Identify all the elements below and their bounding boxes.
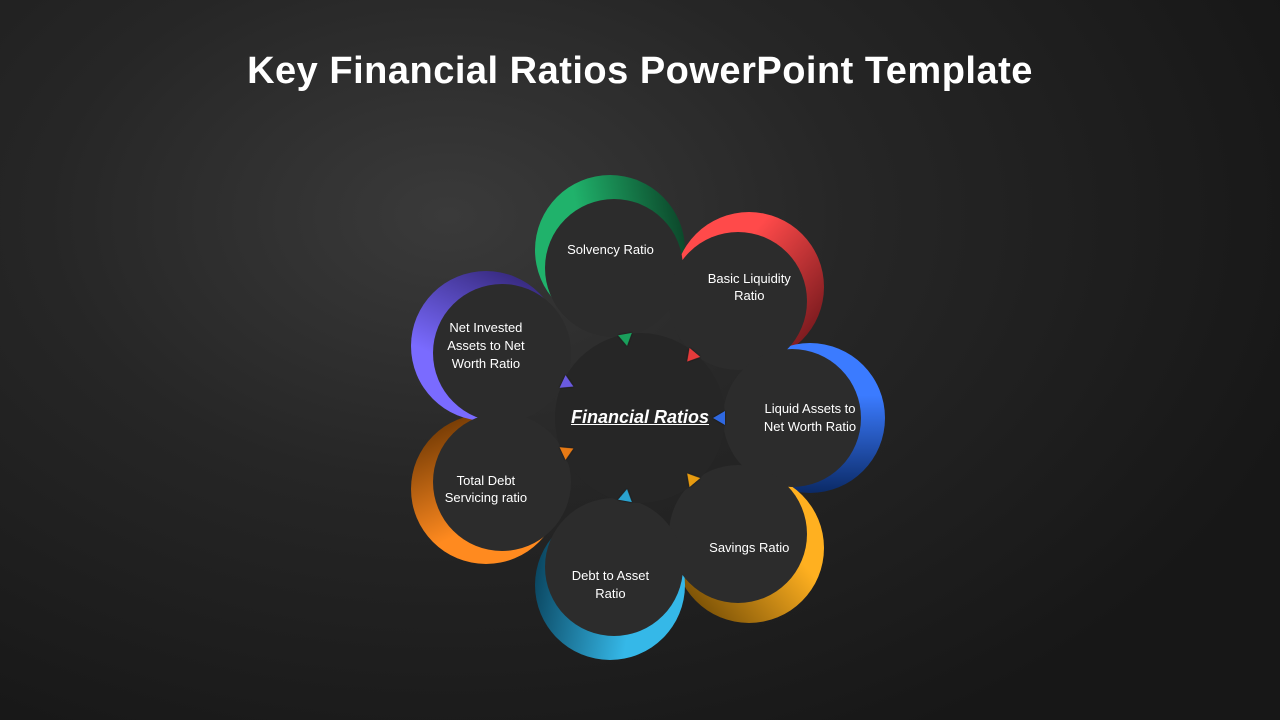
- petal-1: Basic Liquidity Ratio: [674, 212, 824, 362]
- petal-label: Basic Liquidity Ratio: [674, 212, 824, 362]
- page-title: Key Financial Ratios PowerPoint Template: [0, 50, 1280, 93]
- radial-diagram: Financial Ratios Solvency RatioBasic Liq…: [360, 138, 920, 698]
- petal-5: Total Debt Servicing ratio: [411, 414, 561, 564]
- petal-label: Net Invested Assets to Net Worth Ratio: [411, 271, 561, 421]
- petal-label: Total Debt Servicing ratio: [411, 414, 561, 564]
- petal-3: Savings Ratio: [674, 473, 824, 623]
- petal-2: Liquid Assets to Net Worth Ratio: [735, 343, 885, 493]
- petal-label: Savings Ratio: [674, 473, 824, 623]
- center-label: Financial Ratios: [571, 406, 709, 429]
- arrow-0: [618, 333, 634, 347]
- petal-6: Net Invested Assets to Net Worth Ratio: [411, 271, 561, 421]
- arrow-2: [713, 411, 725, 425]
- petal-label: Liquid Assets to Net Worth Ratio: [735, 343, 885, 493]
